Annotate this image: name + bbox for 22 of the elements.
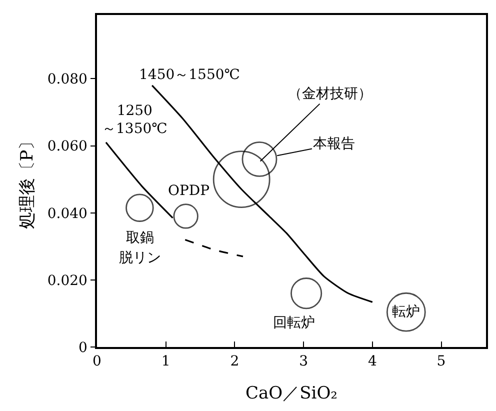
annotation: 1450～1550℃ (139, 67, 240, 83)
x-axis-title: CaO／SiO₂ (246, 383, 338, 404)
annotation: 転炉 (392, 304, 420, 320)
x-tick-label: 5 (436, 354, 446, 370)
y-tick-label: 0.020 (47, 272, 88, 289)
annotation: 取鍋 (126, 230, 154, 246)
x-tick-label: 4 (368, 354, 377, 370)
annotation: 本報告 (313, 136, 355, 152)
x-tick-label: 3 (299, 354, 308, 370)
annotation: 回転炉 (273, 315, 315, 331)
x-tick-label: 0 (92, 354, 102, 370)
y-tick-label: 0.060 (47, 138, 88, 155)
x-tick-label: 1 (161, 354, 170, 370)
y-tick-label: 0 (78, 340, 88, 356)
annotation: OPDP (168, 183, 210, 199)
x-tick-label: 2 (230, 354, 240, 370)
annotation: 1250 ～1350℃ (102, 103, 168, 138)
annotation: （金材技研） (288, 86, 372, 102)
y-tick-label: 0.040 (47, 206, 88, 222)
y-tick-label: 0.080 (47, 72, 88, 88)
y-axis-title: 処理後〔P〕 (17, 132, 38, 230)
annotation: 脱リン (119, 250, 161, 266)
